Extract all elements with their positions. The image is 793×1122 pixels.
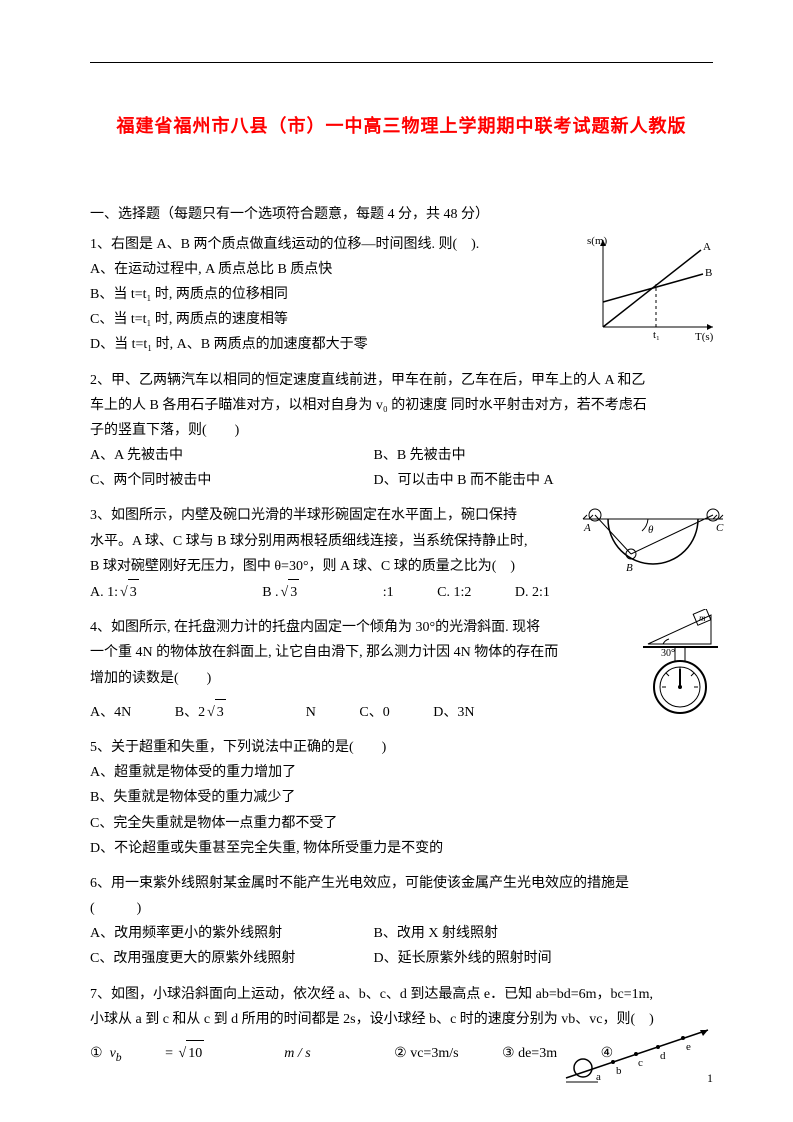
svg-text:A: A [583,522,591,534]
q6-opt-d: D、延长原紫外线的照射时间 [374,946,654,971]
q2-opt-d: D、可以击中 B 而不能击中 A [374,468,654,493]
q2-opt-b: B、B 先被击中 [374,443,654,468]
svg-text:A: A [703,241,711,253]
question-2: 2、甲、乙两辆汽车以相同的恒定速度直线前进，甲车在前，乙车在后，甲车上的人 A … [90,368,713,494]
header-rule [90,62,713,63]
q5-opt-d: D、不论超重或失重甚至完全失重, 物体所受重力是不变的 [90,836,713,861]
svg-text:b: b [616,1065,622,1077]
q4-opts: A、4N B、23N C、0 D、3N [90,699,713,725]
svg-text:B: B [705,267,712,279]
q6-stem-1: 6、用一束紫外线照射某金属时不能产生光电效应，可能使该金属产生光电效应的措施是 [90,871,713,896]
q7-figure: a b c d e [558,1018,723,1088]
q4-stem-1: 4、如图所示, 在托盘测力计的托盘内固定一个倾角为 30°的光滑斜面. 现将 [90,615,713,640]
q7-stem-1: 7、如图，小球沿斜面向上运动，依次经 a、b、c、d 到达最高点 e．已知 ab… [90,982,713,1007]
q5-stem: 5、关于超重和失重，下列说法中正确的是( ) [90,735,713,760]
q6-opt-c: C、改用强度更大的原紫外线照射 [90,946,370,971]
q2-opts-row1: A、A 先被击中 B、B 先被击中 [90,443,713,468]
q3-opt-d: D. 2:1 [515,580,550,605]
q2-stem-1: 2、甲、乙两辆汽车以相同的恒定速度直线前进，甲车在前，乙车在后，甲车上的人 A … [90,368,713,393]
q4-stem-3: 增加的读数是( ) [90,666,713,691]
question-5: 5、关于超重和失重，下列说法中正确的是( ) A、超重就是物体受的重力增加了 B… [90,735,713,861]
svg-text:s(m): s(m) [587,235,608,247]
question-7: 7、如图，小球沿斜面向上运动，依次经 a、b、c、d 到达最高点 e．已知 ab… [90,982,713,1068]
q3-opt-a: A. 1:3 [90,579,219,605]
svg-text:t₁: t₁ [653,329,660,341]
q7-opt-2: ② vc=3m/s [394,1041,458,1066]
q3-opt-c: C. 1:2 [437,580,471,605]
svg-text:B: B [626,562,633,574]
q7-opt-3: ③ de=3m [502,1041,557,1066]
svg-text:θ: θ [648,524,654,536]
q4-figure: m 30° [633,609,728,719]
q4-opt-b: B、23N [175,699,316,725]
q2-opt-a: A、A 先被击中 [90,443,370,468]
q5-opt-a: A、超重就是物体受的重力增加了 [90,760,713,785]
q6-opt-a: A、改用频率更小的紫外线照射 [90,921,370,946]
question-1: 1、右图是 A、B 两个质点做直线运动的位移—时间图线. 则( ). A、在运动… [90,232,713,358]
q6-stem-2: ( ) [90,896,713,921]
q6-opts-row1: A、改用频率更小的紫外线照射 B、改用 X 射线照射 [90,921,713,946]
svg-text:a: a [596,1071,601,1083]
q1-figure: s(m) T(s) A B t₁ [583,232,723,342]
section-heading: 一、选择题（每题只有一个选项符合题意，每题 4 分，共 48 分） [90,202,713,227]
page-title: 福建省福州市八县（市）一中高三物理上学期期中联考试题新人教版 [90,110,713,142]
q6-opts-row2: C、改用强度更大的原紫外线照射 D、延长原紫外线的照射时间 [90,946,713,971]
q5-opt-b: B、失重就是物体受的重力减少了 [90,785,713,810]
svg-text:c: c [638,1057,643,1069]
q4-opt-d: D、3N [433,700,474,725]
svg-text:e: e [686,1041,691,1053]
q2-stem-2: 车上的人 B 各用石子瞄准对方，以相对自身为 v₀ 的初速度 同时水平射击对方，… [90,393,713,418]
question-4: 4、如图所示, 在托盘测力计的托盘内固定一个倾角为 30°的光滑斜面. 现将 一… [90,615,713,725]
svg-text:m: m [699,613,706,623]
question-3: 3、如图所示，内壁及碗口光滑的半球形碗固定在水平面上，碗口保持 水平。A 球、C… [90,503,713,605]
svg-text:30°: 30° [661,648,675,659]
q2-stem-3: 子的竖直下落，则( ) [90,418,713,443]
page-number: 1 [707,1068,713,1090]
q5-opt-c: C、完全失重就是物体一点重力都不受了 [90,811,713,836]
q2-opts-row2: C、两个同时被击中 D、可以击中 B 而不能击中 A [90,468,713,493]
q4-stem-2: 一个重 4N 的物体放在斜面上, 让它自由滑下, 那么测力计因 4N 物体的存在… [90,640,713,665]
q6-opt-b: B、改用 X 射线照射 [374,921,654,946]
q4-opt-a: A、4N [90,700,131,725]
q4-opt-c: C、0 [359,700,389,725]
q3-opt-b: B .3 :1 [262,579,393,605]
svg-text:C: C [716,522,724,534]
svg-text:T(s): T(s) [695,331,714,342]
q7-opt-1: ① vb = 10m / s [90,1040,351,1068]
q2-opt-c: C、两个同时被击中 [90,468,370,493]
q3-opts: A. 1:3 B .3 :1 C. 1:2 D. 2:1 [90,579,713,605]
question-6: 6、用一束紫外线照射某金属时不能产生光电效应，可能使该金属产生光电效应的措施是 … [90,871,713,972]
q3-figure: A B C θ [578,499,728,577]
svg-text:d: d [660,1050,666,1062]
